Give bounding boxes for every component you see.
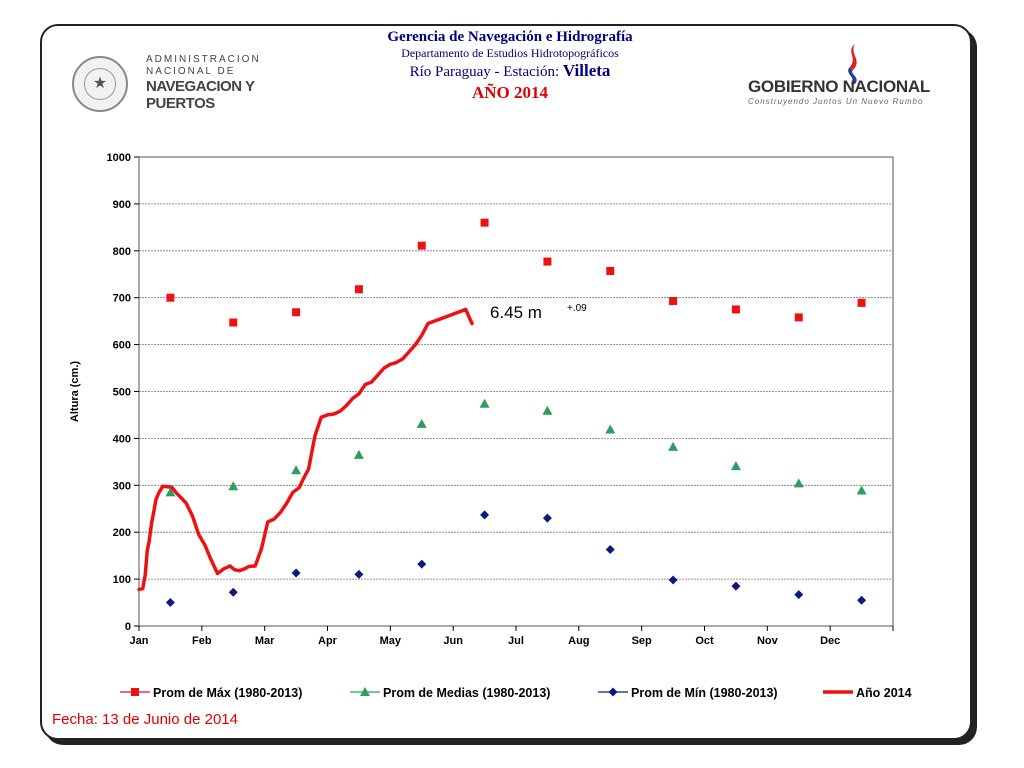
x-tick-label: Nov <box>757 635 779 647</box>
x-tick-label: Jul <box>508 635 524 647</box>
legend-label: Prom de Máx (1980-2013) <box>153 686 302 700</box>
anp-line1: ADMINISTRACION <box>146 54 261 65</box>
gobierno-title: GOBIERNO NACIONAL <box>748 77 930 96</box>
legend-item: Prom de Mín (1980-2013) <box>598 686 778 700</box>
series-triangle <box>165 398 867 497</box>
data-point-diamond <box>480 510 490 520</box>
data-point-triangle <box>856 485 867 495</box>
station-prefix: Río Paraguay - Estación: <box>409 64 563 80</box>
x-tick-label: Jun <box>443 635 463 647</box>
y-tick-label: 300 <box>113 480 131 492</box>
y-tick-label: 0 <box>125 621 131 633</box>
anp-line2: NACIONAL DE <box>146 66 236 77</box>
x-tick-label: Jan <box>130 635 149 647</box>
header-line3: Río Paraguay - Estación: Villeta <box>300 61 720 82</box>
star-icon: ★ <box>84 68 116 100</box>
data-point-triangle <box>793 478 804 488</box>
data-point-square <box>354 285 363 294</box>
data-point-diamond <box>668 575 678 585</box>
y-tick-label: 700 <box>113 293 131 305</box>
anp-logo: ADMINISTRACION NACIONAL DE NAVEGACION Y … <box>146 54 261 112</box>
y-tick-label: 500 <box>113 387 131 399</box>
data-point-square <box>731 305 740 314</box>
legend-item: Año 2014 <box>823 686 912 700</box>
x-tick-label: Feb <box>192 635 212 647</box>
legend-label: Prom de Medias (1980-2013) <box>383 686 550 700</box>
data-point-diamond <box>354 569 364 579</box>
legend-label: Año 2014 <box>856 686 912 700</box>
data-point-triangle <box>668 441 679 451</box>
x-tick-label: Oct <box>695 635 714 647</box>
data-point-diamond <box>731 581 741 591</box>
y-tick-label: 900 <box>113 199 131 211</box>
legend-item: Prom de Medias (1980-2013) <box>350 686 550 700</box>
header-line1: Gerencia de Navegación e Hidrografía <box>387 29 633 45</box>
data-point-triangle <box>479 398 490 408</box>
data-point-triangle <box>165 487 176 497</box>
chart-header: Gerencia de Navegación e Hidrografía Dep… <box>300 28 720 104</box>
legend-label: Prom de Mín (1980-2013) <box>631 686 778 700</box>
x-tick-label: Mar <box>255 635 275 647</box>
x-tick-label: May <box>380 635 402 647</box>
y-tick-label: 600 <box>113 340 131 352</box>
y-tick-label: 800 <box>113 246 131 258</box>
data-point-diamond <box>608 687 618 697</box>
data-point-square <box>131 688 139 696</box>
anp-line4: PUERTOS <box>146 95 215 112</box>
data-point-triangle <box>360 687 370 696</box>
data-point-triangle <box>542 405 553 415</box>
fecha-text: Fecha: 13 de Junio de 2014 <box>52 711 238 728</box>
anp-line3: NAVEGACION Y <box>146 78 255 95</box>
y-tick-label: 400 <box>113 433 131 445</box>
data-point-square <box>857 298 866 307</box>
header-line2: Departamento de Estudios Hidrotopográfic… <box>401 46 619 60</box>
x-tick-label: Apr <box>318 635 338 647</box>
data-point-triangle <box>416 418 427 428</box>
series-line-2014 <box>137 307 474 592</box>
data-point-square <box>669 296 678 305</box>
gobierno-slogan: Construyendo Juntos Un Nuevo Rumbo <box>748 97 924 106</box>
data-point-diamond <box>228 587 238 597</box>
data-point-diamond <box>857 595 867 605</box>
data-point-diamond <box>605 545 615 555</box>
data-point-square <box>166 293 175 302</box>
series-square <box>166 218 866 327</box>
data-point-diamond <box>417 559 427 569</box>
data-point-diamond <box>291 568 301 578</box>
station-name: Villeta <box>562 61 611 80</box>
data-point-triangle <box>291 465 302 475</box>
x-tick-label: Dec <box>820 635 840 647</box>
data-point-square <box>480 218 489 227</box>
data-point-square <box>292 308 301 317</box>
data-point-square <box>606 266 615 275</box>
data-point-square <box>794 313 803 322</box>
data-point-diamond <box>542 513 552 523</box>
data-point-triangle <box>353 449 364 459</box>
header-year: AÑO 2014 <box>471 83 549 102</box>
flag-swoosh-icon <box>848 44 857 84</box>
legend-item: Prom de Máx (1980-2013) <box>120 686 302 700</box>
y-tick-label: 200 <box>113 527 131 539</box>
y-axis-label: Altura (cm.) <box>69 361 81 422</box>
data-point-diamond <box>165 598 175 608</box>
annotation-level: 6.45 m <box>490 303 542 322</box>
series-diamond <box>165 510 867 608</box>
annotation-change: +.09 <box>567 303 587 314</box>
seal-logo: ★ <box>72 56 128 112</box>
y-tick-label: 100 <box>113 574 131 586</box>
data-point-square <box>543 257 552 266</box>
data-point-square <box>229 318 238 327</box>
data-point-triangle <box>730 461 741 471</box>
data-point-square <box>417 241 426 250</box>
x-tick-label: Sep <box>632 635 652 647</box>
data-point-diamond <box>794 590 804 600</box>
y-tick-label: 1000 <box>107 152 131 164</box>
data-point-triangle <box>228 481 239 491</box>
x-tick-label: Aug <box>568 635 589 647</box>
data-point-triangle <box>605 424 616 434</box>
